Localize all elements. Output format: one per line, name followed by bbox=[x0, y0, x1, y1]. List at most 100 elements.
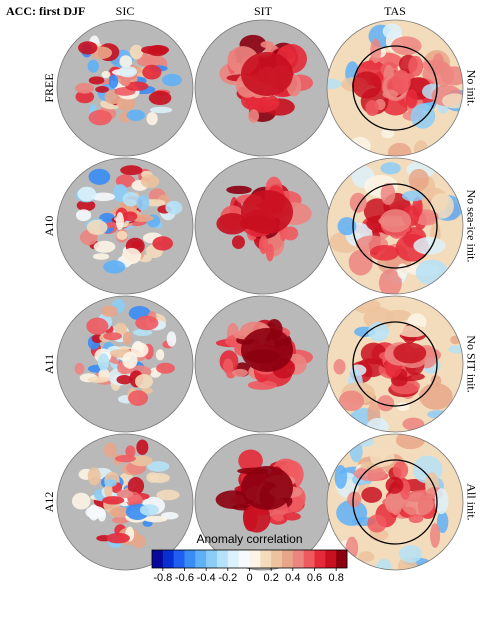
colorbar-segment bbox=[314, 550, 326, 568]
field-patch bbox=[146, 472, 159, 483]
colorbar-segment bbox=[217, 550, 229, 568]
field-patch bbox=[120, 76, 131, 87]
map-outline bbox=[326, 19, 464, 157]
field-patch bbox=[410, 103, 436, 129]
field-patch bbox=[78, 41, 98, 55]
core-patch bbox=[241, 190, 293, 234]
field-patch bbox=[86, 317, 109, 335]
map-field bbox=[57, 158, 193, 294]
colorbar-tick-label: 0.8 bbox=[329, 572, 344, 584]
field-patch bbox=[232, 368, 248, 377]
field-patch bbox=[440, 66, 463, 86]
field-patch bbox=[247, 380, 277, 390]
field-patch bbox=[85, 506, 106, 519]
field-patch bbox=[382, 89, 399, 99]
field-patch bbox=[133, 329, 153, 336]
field-patch bbox=[92, 253, 110, 260]
colorbar-tick-label: 0.2 bbox=[264, 572, 279, 584]
field-patch bbox=[142, 64, 162, 80]
map-field bbox=[57, 296, 193, 432]
field-patch bbox=[128, 390, 149, 406]
row-label: A12 bbox=[42, 492, 56, 513]
field-patch bbox=[147, 461, 170, 472]
field-patch bbox=[408, 514, 424, 524]
field-patch bbox=[116, 374, 132, 385]
map-outline bbox=[56, 19, 194, 157]
row-note: No init. bbox=[464, 70, 478, 107]
field-patch bbox=[430, 375, 442, 387]
field-patch bbox=[392, 461, 409, 480]
map-outline bbox=[326, 433, 464, 571]
colorbar-tick-label: -0.8 bbox=[153, 572, 172, 584]
field-patch bbox=[415, 259, 449, 286]
field-patch bbox=[345, 536, 359, 560]
field-patch bbox=[450, 335, 461, 345]
colorbar-segment bbox=[249, 550, 261, 568]
field-patch bbox=[379, 209, 412, 233]
field-patch bbox=[397, 263, 408, 279]
field-patch bbox=[75, 82, 95, 94]
field-patch bbox=[108, 74, 119, 89]
field-patch bbox=[358, 551, 375, 562]
colorbar-tick-label: -0.4 bbox=[197, 572, 216, 584]
map-grid: SIC SIT TAS FREE No init. A10 No sea-ice init.… bbox=[42, 4, 478, 571]
colorbar-segment bbox=[195, 550, 207, 568]
field-patch bbox=[381, 128, 395, 139]
field-patch bbox=[391, 69, 411, 94]
field-patch bbox=[349, 192, 367, 213]
field-patch bbox=[135, 315, 159, 331]
field-patch bbox=[134, 373, 154, 389]
field-patch bbox=[358, 435, 375, 447]
field-patch bbox=[361, 486, 383, 503]
map-outline bbox=[326, 157, 464, 295]
field-patch bbox=[136, 195, 150, 211]
field-patch bbox=[365, 99, 379, 117]
field-patch bbox=[385, 476, 404, 494]
field-patch bbox=[140, 174, 160, 188]
field-patch bbox=[395, 434, 425, 450]
column-label: SIT bbox=[254, 4, 273, 18]
colorbar-segment bbox=[173, 550, 185, 568]
row-note: All init. bbox=[464, 483, 478, 520]
field-patch bbox=[110, 506, 130, 518]
field-patch bbox=[126, 109, 146, 121]
field-patch bbox=[120, 165, 143, 176]
field-patch bbox=[148, 90, 172, 106]
polar-map bbox=[56, 157, 194, 295]
field-patch bbox=[76, 199, 96, 212]
field-patch bbox=[370, 447, 395, 467]
polar-map bbox=[194, 295, 332, 433]
field-patch bbox=[86, 219, 108, 235]
field-patch bbox=[397, 325, 428, 338]
field-patch bbox=[125, 445, 136, 458]
polar-map bbox=[326, 295, 464, 433]
polar-map bbox=[326, 157, 464, 295]
field-patch bbox=[146, 111, 158, 126]
map-field bbox=[195, 20, 331, 156]
field-patch bbox=[131, 342, 149, 358]
field-patch bbox=[114, 322, 128, 335]
colorbar-tick-label: -0.2 bbox=[218, 572, 237, 584]
field-patch bbox=[401, 190, 425, 202]
field-patch bbox=[238, 449, 263, 472]
field-patch bbox=[122, 351, 138, 369]
field-patch bbox=[393, 342, 427, 364]
field-patch bbox=[376, 558, 392, 570]
map-field bbox=[57, 434, 193, 570]
field-patch bbox=[378, 269, 402, 294]
field-patch bbox=[368, 321, 390, 342]
field-patch bbox=[360, 342, 387, 365]
field-patch bbox=[419, 383, 453, 410]
field-patch bbox=[265, 243, 274, 262]
row-label: A11 bbox=[42, 354, 56, 374]
field-patch bbox=[102, 496, 125, 505]
field-patch bbox=[166, 331, 177, 347]
field-patch bbox=[115, 212, 124, 230]
field-patch bbox=[118, 66, 138, 78]
field-patch bbox=[155, 349, 165, 361]
map-outline bbox=[56, 295, 194, 433]
field-patch bbox=[116, 95, 136, 111]
field-patch bbox=[152, 236, 174, 251]
field-patch bbox=[401, 492, 434, 517]
field-patch bbox=[106, 532, 130, 544]
